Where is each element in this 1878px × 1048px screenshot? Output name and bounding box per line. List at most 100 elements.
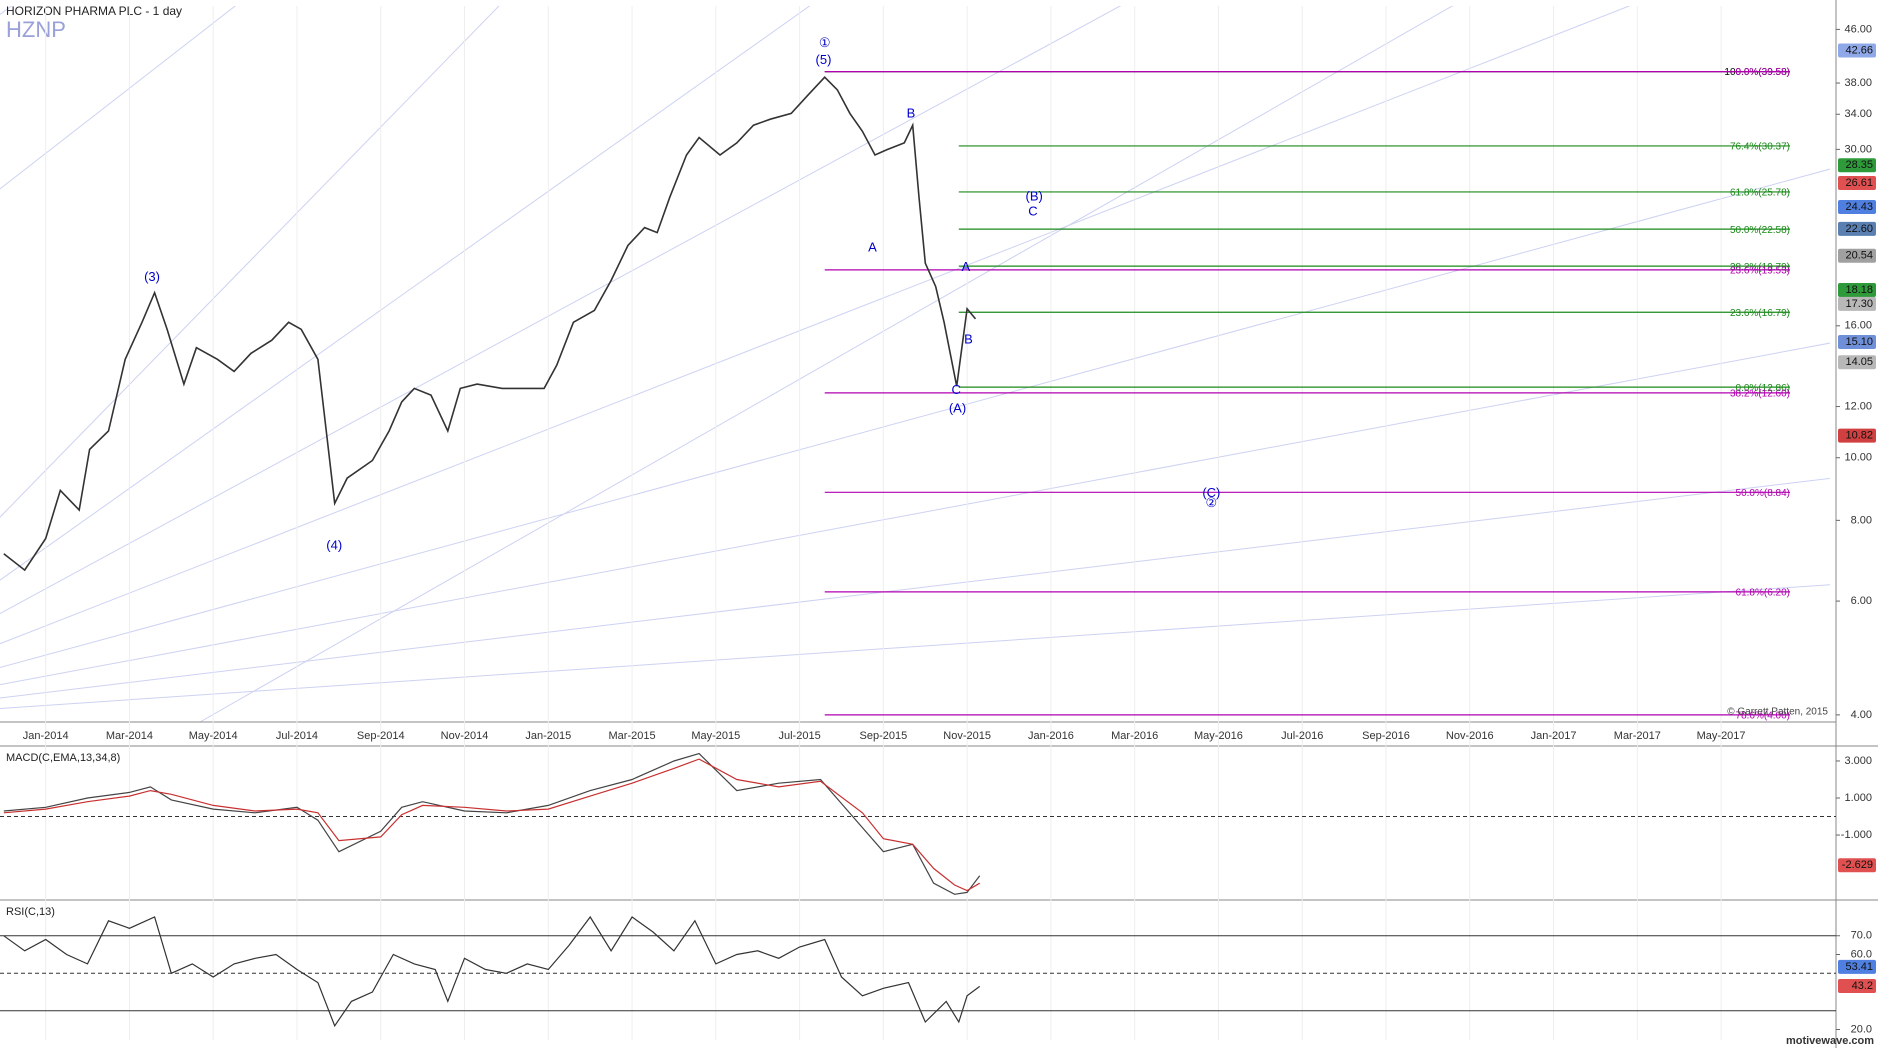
x-tick-label: Nov-2014 <box>441 730 489 742</box>
y-tick-label: 6.00 <box>1851 595 1872 607</box>
price-tag <box>1838 158 1876 173</box>
fib-label: 78.6%(4.00) <box>1736 711 1790 722</box>
price-tag <box>1838 355 1876 370</box>
wave-label: (B) <box>1025 189 1042 204</box>
x-tick-label: Nov-2015 <box>943 730 991 742</box>
fib-label: 23.6%(19.53) <box>1730 265 1790 276</box>
wave-label: ① <box>819 35 831 50</box>
brand: motivewave.com <box>1786 1035 1874 1047</box>
x-tick-label: Sep-2014 <box>357 730 405 742</box>
y-tick-label: -1.000 <box>1841 829 1872 841</box>
fan-line <box>0 6 1631 645</box>
fib-label: 0.0%(39.58) <box>1736 67 1790 78</box>
wave-label: A <box>962 259 971 274</box>
price-tag-label: 18.18 <box>1845 284 1873 296</box>
fib-label: 100.0%(39.58) <box>1724 67 1790 78</box>
x-tick-label: May-2015 <box>691 730 740 742</box>
x-tick-label: Jan-2014 <box>23 730 69 742</box>
price-tag <box>1838 335 1876 350</box>
wave-label: B <box>907 106 916 121</box>
x-tick-label: Mar-2015 <box>609 730 656 742</box>
y-tick-label: 16.00 <box>1844 320 1872 332</box>
y-tick-label: 70.0 <box>1851 930 1872 942</box>
y-tick-label: 4.00 <box>1851 709 1872 721</box>
fan-line <box>0 6 811 581</box>
price-tag-label: 42.66 <box>1845 44 1873 56</box>
fan-line <box>0 584 1830 709</box>
y-tick-label: 60.0 <box>1851 948 1872 960</box>
x-tick-label: Sep-2016 <box>1362 730 1410 742</box>
fan-line <box>0 168 1830 669</box>
y-tick-label: 1.000 <box>1844 792 1872 804</box>
y-tick-label: 10.00 <box>1844 452 1872 464</box>
fib-label: 50.0%(8.84) <box>1736 488 1790 499</box>
series-line <box>3 752 981 895</box>
series-line <box>3 758 981 892</box>
series-line <box>3 915 981 1028</box>
price-tag <box>1838 858 1876 873</box>
x-tick-label: May-2017 <box>1697 730 1746 742</box>
fib-label: 61.8%(6.20) <box>1736 588 1790 599</box>
panel-title: MACD(C,EMA,13,34,8) <box>6 752 120 764</box>
fan-line <box>0 6 236 190</box>
panel-title: RSI(C,13) <box>6 906 55 918</box>
wave-label: (5) <box>816 52 832 67</box>
price-tag <box>1838 43 1876 58</box>
y-tick-label: 30.00 <box>1844 143 1872 155</box>
price-tag-label: 28.35 <box>1845 159 1873 171</box>
x-tick-label: Sep-2015 <box>860 730 908 742</box>
x-tick-label: Mar-2014 <box>106 730 153 742</box>
fib-label: 0.0%(12.86) <box>1736 383 1790 394</box>
y-tick-label: 34.00 <box>1844 108 1872 120</box>
wave-label: (4) <box>326 537 342 552</box>
price-tag <box>1838 282 1876 297</box>
x-tick-label: Jul-2015 <box>779 730 821 742</box>
y-tick-label: 8.00 <box>1851 514 1872 526</box>
wave-label: (3) <box>144 269 160 284</box>
x-tick-label: Mar-2017 <box>1614 730 1661 742</box>
symbol: HZNP <box>6 17 66 42</box>
wave-label: C <box>952 382 961 397</box>
x-tick-label: Mar-2016 <box>1111 730 1158 742</box>
price-tag-label: 14.05 <box>1845 356 1873 368</box>
price-tag <box>1838 979 1876 993</box>
fan-line <box>0 6 500 518</box>
price-tag <box>1838 248 1876 263</box>
fan-line <box>199 6 1454 722</box>
chart-title: HORIZON PHARMA PLC - 1 day <box>6 4 182 18</box>
x-tick-label: May-2016 <box>1194 730 1243 742</box>
y-tick-label: 20.0 <box>1851 1023 1872 1035</box>
price-tag-label: 26.61 <box>1845 177 1873 189</box>
x-tick-label: Jan-2015 <box>525 730 571 742</box>
price-tag-label: 53.41 <box>1845 961 1873 973</box>
fib-label: 50.0%(22.58) <box>1730 225 1790 236</box>
copyright: © Garrett Patten, 2015 <box>1727 707 1828 718</box>
wave-label: C <box>1028 203 1037 218</box>
price-tag-label: 43.2 <box>1852 980 1873 992</box>
y-tick-label: 3.000 <box>1844 755 1872 767</box>
price-tag <box>1838 296 1876 311</box>
price-tag-label: 10.82 <box>1845 430 1873 442</box>
price-tag-label: 17.30 <box>1845 298 1873 310</box>
fan-line <box>0 477 1830 699</box>
wave-label: (A) <box>949 400 966 415</box>
fib-label: 23.6%(16.79) <box>1730 308 1790 319</box>
price-tag-label: -2.629 <box>1842 859 1873 871</box>
fan-line <box>0 342 1830 686</box>
fib-label: 38.2%(19.79) <box>1730 262 1790 273</box>
y-tick-label: 12.00 <box>1844 400 1872 412</box>
fib-label: 61.8%(25.78) <box>1730 188 1790 199</box>
gann-fan <box>0 6 1830 722</box>
price-tag <box>1838 200 1876 215</box>
series-line <box>3 76 977 572</box>
price-tag <box>1838 176 1876 191</box>
fib-label: 76.4%(30.37) <box>1730 142 1790 153</box>
x-tick-label: May-2014 <box>189 730 238 742</box>
x-tick-label: Jul-2016 <box>1281 730 1323 742</box>
price-tag <box>1838 221 1876 236</box>
price-tag-label: 24.43 <box>1845 201 1873 213</box>
price-tag <box>1838 428 1876 443</box>
x-tick-label: Nov-2016 <box>1446 730 1494 742</box>
